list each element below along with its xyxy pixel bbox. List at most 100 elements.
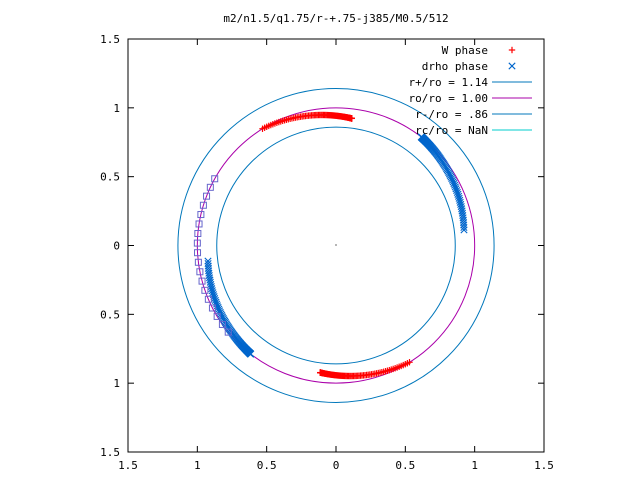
x-stroke [207, 282, 215, 291]
data-point [204, 295, 212, 303]
x-stroke [457, 200, 465, 209]
x-stroke [454, 190, 462, 198]
x-stroke [208, 285, 216, 293]
data-point [224, 328, 232, 336]
x-stroke [453, 186, 461, 195]
x-stroke [448, 176, 457, 184]
x-stroke [452, 185, 460, 193]
data-point [457, 203, 465, 211]
x-stroke [456, 198, 464, 206]
legend-label: rc/ro = NaN [415, 124, 488, 137]
y-tick-label: 1.5 [100, 446, 120, 459]
data-point [193, 239, 201, 247]
y-tick-label: 0 [113, 240, 120, 253]
data-point [196, 268, 204, 276]
phase-points [193, 111, 468, 380]
data-point [201, 286, 209, 294]
x-stroke [458, 205, 466, 213]
x-tick-label: 1 [194, 459, 201, 472]
axis-ticks: 1.5 1 0.5 0 0.5 1 1.51.510.500.511.5 [100, 33, 554, 472]
origin-dot [335, 244, 337, 246]
x-stroke [453, 188, 461, 197]
data-point [218, 320, 226, 328]
x-tick-label: 1.5 [534, 459, 554, 472]
x-stroke [208, 287, 216, 295]
x-stroke [451, 183, 459, 191]
data-point [456, 196, 464, 204]
data-point [406, 359, 413, 366]
data-point [206, 278, 214, 286]
x-stroke [508, 62, 516, 70]
y-tick-label: 0.5 [100, 171, 120, 184]
x-tick-label: 0.5 [257, 459, 277, 472]
x-stroke [456, 196, 464, 204]
x-tick-label: 0.5 [395, 459, 415, 472]
data-point [194, 230, 202, 238]
x-stroke [207, 280, 215, 288]
legend: W phase drho phase r+/ro = 1.14 ro/ro = 1.0… [409, 44, 532, 137]
radius-circles [177, 88, 495, 403]
x-stroke [454, 192, 463, 200]
radius-circle [216, 126, 456, 365]
data-point [208, 287, 216, 295]
y-tick-label: 1 [113, 102, 120, 115]
x-stroke [457, 203, 465, 211]
x-stroke [448, 174, 456, 183]
data-point [455, 194, 463, 202]
x-stroke [206, 278, 214, 286]
data-point [208, 285, 216, 293]
x-stroke [455, 194, 463, 202]
x-stroke [247, 350, 255, 358]
data-point [458, 205, 466, 213]
data-point [247, 350, 255, 358]
legend-label: r-/ro = .86 [415, 108, 488, 121]
y-tick-label: 1 [113, 377, 120, 390]
legend-label: W phase [442, 44, 488, 57]
legend-marker [508, 46, 516, 54]
x-tick-label: 1.5 [118, 459, 138, 472]
data-point [417, 133, 425, 141]
data-point [207, 282, 215, 291]
data-point [213, 312, 221, 320]
chart-title: m2/n1.5/q1.75/r-+.75-j385/M0.5/512 [223, 12, 448, 25]
data-point [195, 220, 203, 228]
radius-circle [177, 88, 495, 403]
x-stroke [211, 294, 219, 303]
x-stroke [210, 293, 218, 301]
data-point [203, 192, 211, 200]
y-tick-label: 0.5 [100, 308, 120, 321]
x-stroke [215, 305, 223, 313]
data-point [194, 249, 202, 257]
data-point [208, 304, 216, 312]
legend-label: ro/ro = 1.00 [409, 92, 488, 105]
data-point [259, 125, 266, 132]
data-point [209, 289, 217, 297]
radius-circle [196, 107, 476, 384]
x-tick-label: 1 [471, 459, 478, 472]
data-point [197, 211, 205, 219]
data-point [207, 280, 215, 288]
legend-marker [508, 62, 516, 70]
data-point [194, 258, 202, 266]
x-stroke [209, 289, 217, 297]
x-tick-label: 0 [333, 459, 340, 472]
data-point [199, 201, 207, 209]
x-stroke [417, 133, 425, 141]
x-stroke [212, 298, 220, 306]
x-stroke [211, 296, 219, 305]
data-point [457, 200, 465, 209]
data-point [454, 192, 463, 200]
x-stroke [450, 179, 458, 188]
x-stroke [451, 181, 459, 189]
legend-label: r+/ro = 1.14 [409, 76, 489, 89]
legend-label: drho phase [422, 60, 488, 73]
data-point [198, 277, 206, 285]
data-point [456, 198, 464, 206]
x-stroke [213, 300, 221, 308]
data-point [211, 175, 219, 183]
x-stroke [216, 308, 224, 317]
data-point [206, 183, 214, 191]
x-stroke [449, 178, 457, 186]
y-tick-label: 1.5 [100, 33, 120, 46]
